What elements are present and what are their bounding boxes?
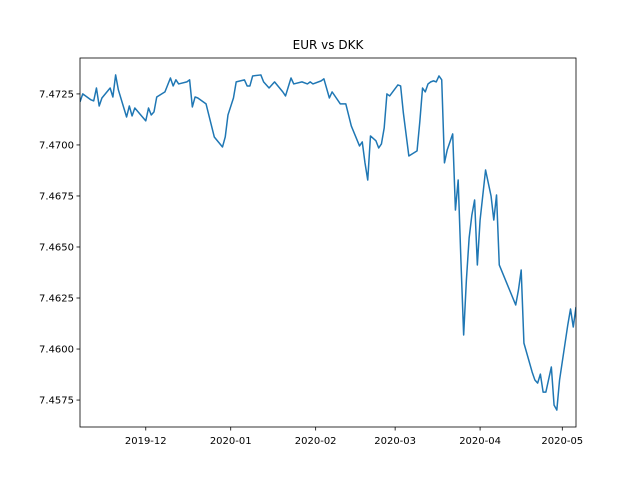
y-tick-label: 7.4700 bbox=[39, 140, 74, 151]
chart-title: EUR vs DKK bbox=[293, 38, 365, 52]
y-tick-label: 7.4675 bbox=[39, 191, 74, 202]
y-tick-label: 7.4600 bbox=[39, 345, 74, 356]
y-tick-label: 7.4575 bbox=[39, 396, 74, 407]
y-tick-label: 7.4725 bbox=[39, 89, 74, 100]
x-tick-label: 2020-03 bbox=[374, 436, 416, 447]
x-tick-label: 2020-04 bbox=[459, 436, 501, 447]
y-tick-label: 7.4625 bbox=[39, 294, 74, 305]
line bbox=[80, 74, 576, 411]
y-tick-label: 7.4650 bbox=[39, 242, 74, 253]
x-tick-label: 2020-05 bbox=[541, 436, 583, 447]
x-tick-label: 2020-02 bbox=[295, 436, 337, 447]
x-tick-label: 2019-12 bbox=[125, 436, 167, 447]
plot-frame bbox=[79, 57, 577, 428]
x-tick-label: 2020-01 bbox=[210, 436, 252, 447]
